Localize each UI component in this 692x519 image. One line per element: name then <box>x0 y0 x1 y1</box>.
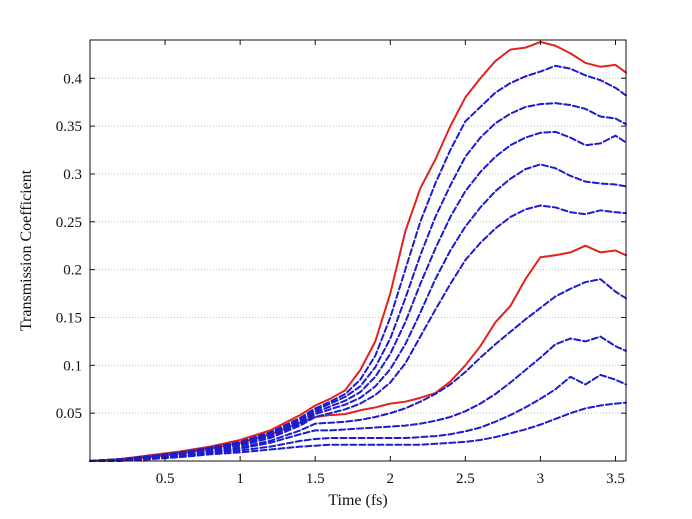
y-tick-label: 0.25 <box>56 215 82 231</box>
y-tick-label: 0.2 <box>63 263 82 279</box>
series-line-dashed-8 <box>89 373 627 462</box>
series-line-dashed-5 <box>89 204 627 462</box>
y-tick-label: 0.3 <box>63 167 82 183</box>
series-line-dashed-2 <box>89 102 627 462</box>
x-tick-label: 3 <box>537 471 545 487</box>
x-tick-label: 0.5 <box>156 471 175 487</box>
y-tick-label: 0.05 <box>56 406 82 422</box>
ticks-layer: 0.5 1 1.5 2 2.5 3 3.5 0.05 0.1 0.15 0.2 0.25 0.3 0.35… <box>56 40 626 487</box>
series-layer <box>89 40 627 462</box>
series-line-dashed-9 <box>89 401 627 462</box>
series-line-dashed-4 <box>89 163 627 462</box>
axes-layer <box>89 39 627 462</box>
x-tick-label: 1 <box>236 471 244 487</box>
x-tick-label: 2 <box>387 471 395 487</box>
plot-frame <box>89 39 627 462</box>
x-tick-label: 3.5 <box>606 471 625 487</box>
y-tick-label: 0.1 <box>63 358 82 374</box>
y-tick-label: 0.4 <box>63 71 82 87</box>
series-line-dashed-6 <box>89 278 627 462</box>
grid-layer <box>90 77 626 414</box>
x-tick-label: 2.5 <box>456 471 475 487</box>
y-tick-label: 0.15 <box>56 310 82 326</box>
series-line-upper-solid <box>89 40 627 462</box>
x-tick-label: 1.5 <box>306 471 325 487</box>
y-axis-label: Transmission Coefficient <box>18 169 35 331</box>
series-line-dashed-7 <box>89 335 627 462</box>
x-axis-label: Time (fs) <box>328 492 387 509</box>
y-tick-label: 0.35 <box>56 119 82 135</box>
series-line-dashed-1 <box>89 64 627 462</box>
